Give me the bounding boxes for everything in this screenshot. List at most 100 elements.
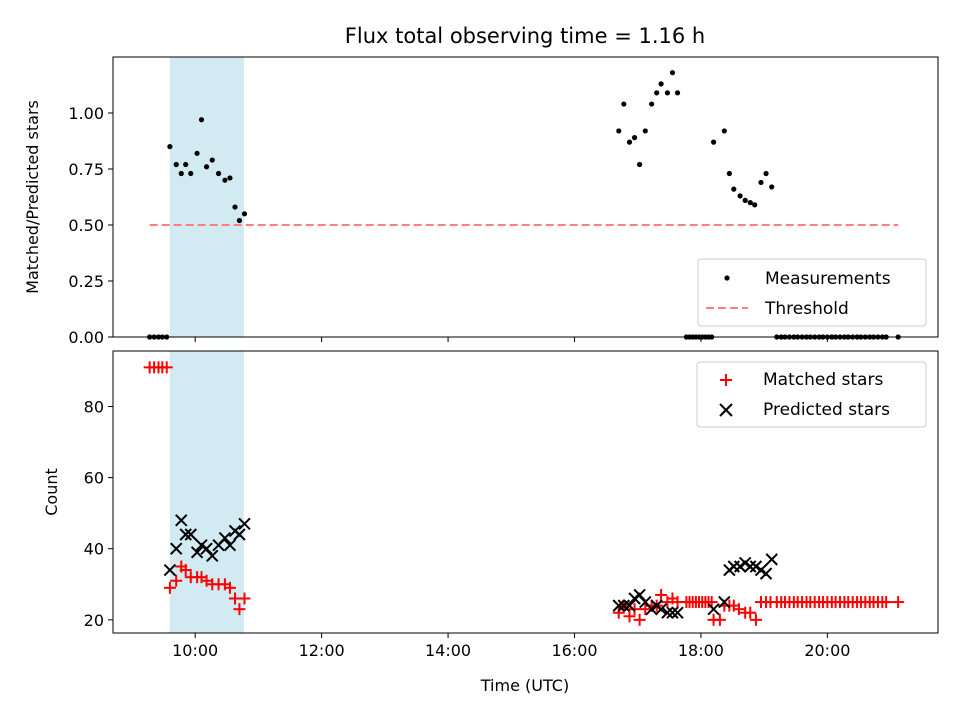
measurement-point: [183, 161, 189, 168]
measurement-point: [626, 139, 633, 145]
bottom-series: [143, 361, 905, 626]
predicted-star-point: [233, 528, 246, 541]
matched-star-point: [233, 603, 246, 616]
matched-star-point: [623, 610, 636, 623]
predicted-star-point: [718, 595, 731, 609]
legend-measurements-label: Measurements: [765, 269, 891, 289]
legend-predicted-label: Predicted stars: [763, 400, 890, 420]
measurement-point: [621, 101, 627, 107]
predicted-star-point: [661, 606, 674, 619]
measurement-point: [721, 128, 727, 134]
bottom-axes-frame: [112, 350, 939, 634]
measurement-point: [669, 70, 676, 76]
measurement-point: [710, 139, 717, 145]
predicted-star-point: [654, 602, 668, 616]
top-shaded-span: [169, 57, 244, 337]
matched-star-point: [628, 603, 641, 616]
measurement-point: [241, 211, 248, 217]
predicted-star-point: [218, 531, 232, 545]
measurement-point: [167, 144, 173, 150]
bottom-legend: Matched stars Predicted stars: [696, 361, 927, 428]
measurement-point: [194, 150, 200, 156]
y-tick-label: 0.75: [68, 160, 104, 179]
predicted-star-point: [759, 567, 773, 580]
measurement-point: [654, 90, 660, 96]
matched-star-point: [732, 603, 745, 616]
measurement-point: [637, 161, 643, 168]
matched-star-point: [639, 603, 652, 616]
predicted-star-point: [206, 549, 219, 563]
measurement-point: [215, 170, 222, 177]
measurement-point: [209, 157, 215, 163]
measurement-point: [616, 128, 622, 134]
measurement-point: [752, 202, 758, 208]
predicted-star-point: [238, 517, 251, 531]
top-y-axis-label: Matched/Predicted stars: [23, 100, 42, 294]
measurement-point: [658, 81, 664, 87]
x-axis-label: Time (UTC): [480, 676, 569, 695]
y-tick-label: 0.50: [68, 216, 104, 235]
measurement-point: [763, 170, 769, 177]
y-tick-label: 1.00: [68, 104, 104, 123]
measurement-point: [769, 184, 775, 190]
matched-star-point: [612, 606, 625, 619]
chart-title: Flux total observing time = 1.16 h: [345, 24, 705, 48]
legend-matched-label: Matched stars: [763, 370, 883, 390]
measurement-point: [664, 90, 671, 96]
predicted-star-point: [200, 542, 213, 555]
x-tick-label: 12:00: [299, 641, 345, 660]
matched-star-point: [655, 588, 668, 601]
predicted-star-point: [623, 599, 636, 612]
measurement-point: [227, 175, 233, 181]
measurement-point: [758, 179, 764, 186]
predicted-star-point: [744, 560, 757, 573]
predicted-star-point: [612, 599, 625, 612]
predicted-star-point: [671, 606, 684, 619]
predicted-star-point: [170, 542, 183, 555]
measurement-point: [232, 204, 238, 210]
x-tick-label: 16:00: [551, 641, 597, 660]
bottom-y-ticks: 20 40 60 80: [84, 397, 113, 630]
matched-star-point: [744, 606, 757, 619]
matched-star-point: [749, 613, 762, 626]
measurement-point: [173, 161, 179, 168]
y-tick-label: 80: [84, 397, 104, 416]
y-tick-label: 20: [84, 611, 104, 630]
measurement-point: [178, 170, 184, 177]
bottom-x-ticks: 10:00 12:00 14:00 16:00 18:00 20:00: [172, 633, 850, 660]
predicted-star-point: [617, 599, 631, 612]
measurement-point: [188, 170, 194, 177]
predicted-star-point: [163, 563, 177, 577]
measurement-point: [631, 135, 638, 141]
predicted-star-point: [184, 528, 197, 541]
shaded-span-rect: [169, 351, 244, 633]
top-legend: Measurements Threshold: [697, 258, 927, 327]
x-tick-label: 10:00: [172, 641, 218, 660]
matched-star-point: [163, 581, 176, 594]
matched-star-point: [160, 361, 173, 374]
y-tick-label: 40: [84, 540, 104, 559]
measurement-point: [747, 200, 753, 206]
measurement-point: [203, 164, 210, 170]
matched-star-point: [880, 596, 893, 609]
matched-star-point: [633, 613, 646, 626]
measurement-point: [731, 186, 737, 192]
bottom-legend-box: [696, 361, 927, 428]
x-tick-label: 18:00: [678, 641, 724, 660]
matched-star-point: [892, 596, 905, 609]
top-axes-frame: [112, 56, 939, 338]
measurement-point: [674, 90, 681, 96]
legend-predicted-marker: [719, 403, 733, 417]
y-tick-label: 0.00: [68, 328, 104, 347]
bottom-shaded-span: [169, 351, 244, 633]
predicted-star-point: [223, 538, 237, 552]
predicted-star-point: [175, 514, 188, 527]
predicted-star-point: [179, 528, 192, 541]
matched-star-point: [170, 574, 183, 587]
matched-star-point: [223, 581, 236, 594]
measurement-point: [742, 197, 748, 203]
bottom-y-axis-label: Count: [42, 468, 61, 516]
